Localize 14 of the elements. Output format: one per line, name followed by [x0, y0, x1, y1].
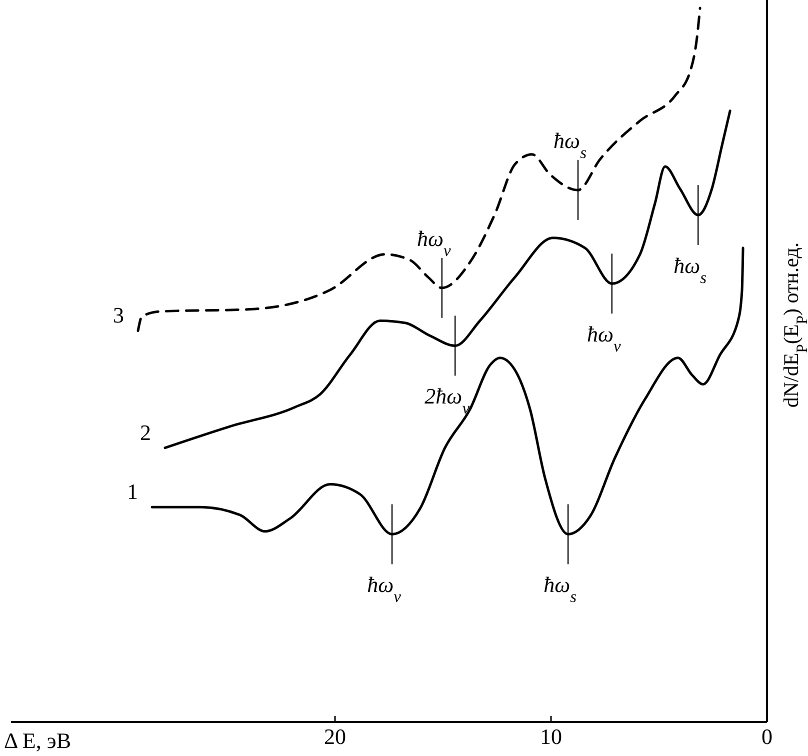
- annotation: ħω$_{v}$: [416, 226, 452, 260]
- x-tick-label: 20: [324, 724, 346, 750]
- annotation: ħω$_{s}$: [544, 572, 577, 606]
- annotation: ħω$_{v}$: [586, 322, 622, 356]
- series-label: 3: [113, 302, 124, 328]
- x-tick-label: 10: [540, 724, 562, 750]
- annotation: 2ħω$_{v}$: [424, 384, 470, 418]
- annotation: ħω$_{v}$: [367, 572, 402, 606]
- annotation: ħω$_{s}$: [674, 253, 707, 287]
- annotation: ħω$_{s}$: [554, 128, 586, 162]
- x-axis-title: Δ E, эВ: [4, 728, 71, 753]
- series-label: 2: [140, 420, 152, 445]
- x-tick-label: 0: [762, 724, 772, 750]
- series-label: 1: [127, 479, 138, 504]
